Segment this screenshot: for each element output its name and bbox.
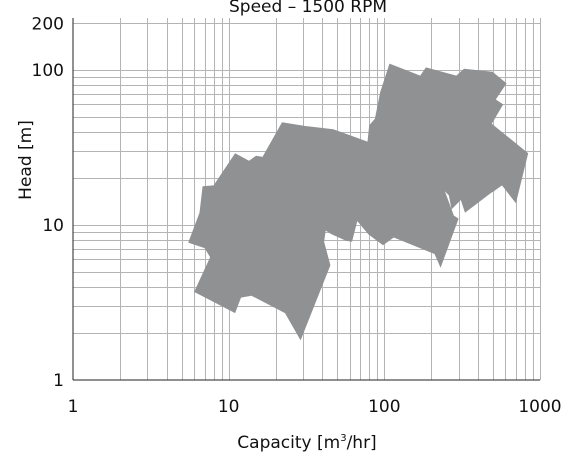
x-axis-label: Capacity [m3/hr] <box>237 433 376 453</box>
chart-area-series <box>188 63 529 341</box>
x-tick-label: 1 <box>68 397 79 417</box>
tick-labels: 1 10 100 1000 1 10 100 200 <box>32 14 562 417</box>
chart-title: Speed – 1500 RPM <box>229 0 387 17</box>
y-axis-label: Head [m] <box>16 120 36 200</box>
y-tick-label: 200 <box>32 14 64 34</box>
x-axis-label-superscript: 3 <box>340 433 346 444</box>
y-tick-label: 10 <box>42 216 64 236</box>
operating-range-area <box>188 63 529 341</box>
x-tick-label: 100 <box>368 397 400 417</box>
x-tick-label: 1000 <box>518 397 561 417</box>
y-tick-label: 1 <box>53 371 64 391</box>
x-tick-label: 10 <box>218 397 240 417</box>
y-tick-label: 100 <box>32 61 64 81</box>
x-axis-label-prefix: Capacity [m <box>237 433 340 453</box>
x-axis-label-suffix: /hr] <box>347 433 377 453</box>
chart-axes <box>72 18 540 381</box>
